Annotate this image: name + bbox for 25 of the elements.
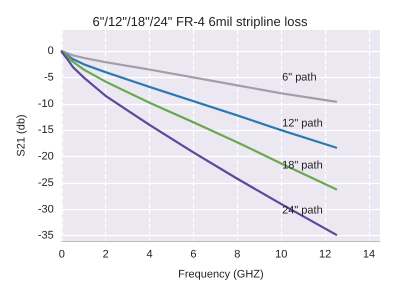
x-tick-label: 8: [234, 248, 240, 260]
y-tick-label: 0: [48, 45, 54, 58]
y-tick-label: -20: [38, 150, 54, 163]
x-tick-label: 4: [146, 248, 153, 260]
series-label: 12" path: [282, 118, 323, 130]
x-tick-label: 6: [190, 248, 197, 260]
y-tick-label: -15: [38, 124, 54, 136]
x-tick-label: 10: [275, 248, 288, 260]
x-tick-label: 0: [58, 248, 65, 260]
line-series: [60, 50, 338, 190]
y-tick-label: -5: [44, 71, 54, 84]
y-tick-label: -30: [38, 203, 54, 216]
y-tick-label: -35: [38, 230, 54, 242]
line-series: [60, 50, 338, 103]
line-series: [60, 50, 338, 149]
y-tick-label: -25: [38, 176, 54, 189]
x-tick-label: 2: [102, 248, 109, 260]
x-tick-label: 12: [319, 248, 332, 260]
series-label: 6" path: [282, 72, 317, 84]
x-tick-label: 14: [362, 248, 376, 260]
y-axis-title: S21 (db): [16, 114, 28, 157]
chart-title: 6"/12"/18"/24" FR-4 6mil stripline loss: [92, 14, 308, 29]
y-tick-label: -10: [38, 98, 54, 110]
line-series: [60, 51, 338, 236]
x-axis-title: Frequency (GHZ): [178, 268, 264, 280]
